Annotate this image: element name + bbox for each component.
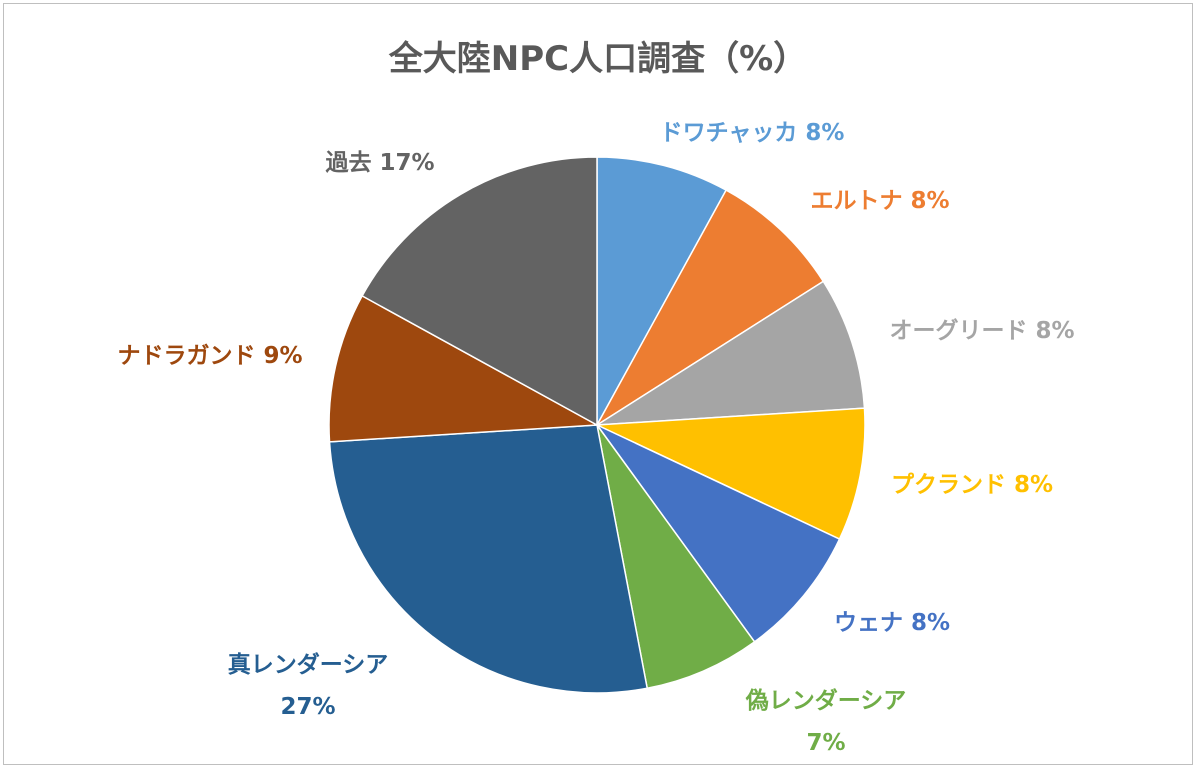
pie-slice-1 xyxy=(596,156,728,426)
data-label-2: エルトナ 8% xyxy=(810,188,949,214)
pie-slice-3 xyxy=(596,280,866,426)
pie-slice-8 xyxy=(328,294,600,443)
data-label-8: ナドラガンド 9% xyxy=(117,343,302,369)
data-label-value: 27% xyxy=(280,694,335,720)
data-label-4: プクランド 8% xyxy=(891,472,1053,498)
chart-title: 全大陸NPC人口調査（%） xyxy=(388,39,807,79)
pie-slice-4 xyxy=(596,407,866,541)
data-label-name: 偽レンダーシア xyxy=(745,687,907,714)
data-label-name: 真レンダーシア xyxy=(228,651,389,678)
pie-slice-9 xyxy=(361,156,598,427)
pie-slice-2 xyxy=(596,189,825,426)
pie-slice-6 xyxy=(596,424,756,690)
data-label-6: 偽レンダーシア 7% xyxy=(745,687,907,756)
data-label-3: オーグリード 8% xyxy=(889,317,1074,344)
pie-slice-5 xyxy=(596,424,841,643)
data-labels: ドワチャッカ 8% エルトナ 8% オーグリード 8% プクランド 8% ウェナ 8% 偽… xyxy=(117,120,1074,756)
pie-slice-7 xyxy=(328,424,649,694)
data-label-7: 真レンダーシア 27% xyxy=(228,651,389,720)
data-label-1: ドワチャッカ 8% xyxy=(660,120,845,146)
data-label-9: 過去 17% xyxy=(325,149,434,176)
pie-slices xyxy=(328,156,866,694)
data-label-5: ウェナ 8% xyxy=(834,610,950,636)
data-label-value: 7% xyxy=(806,730,845,756)
